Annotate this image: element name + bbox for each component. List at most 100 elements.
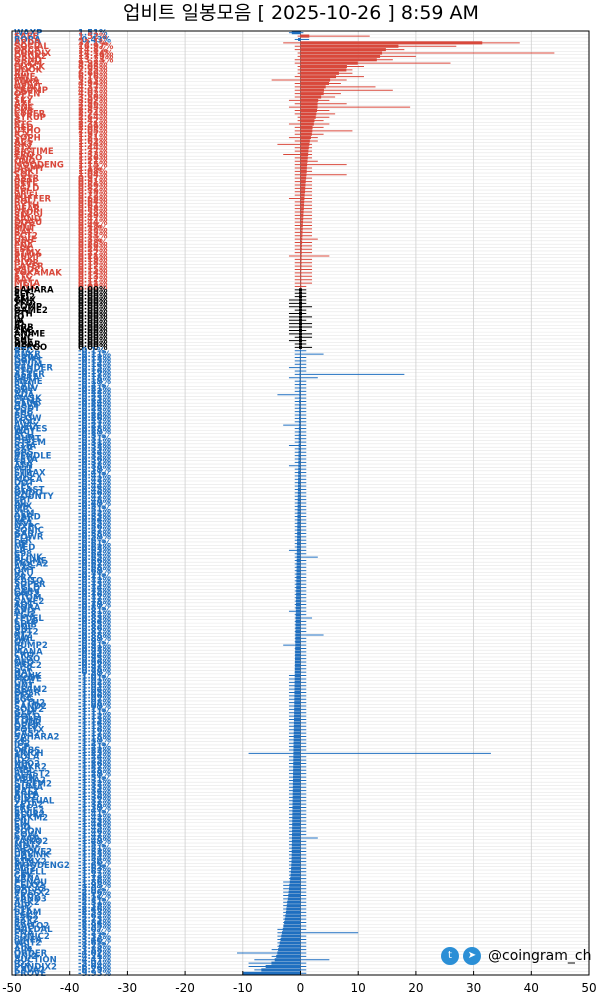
bar xyxy=(292,822,301,826)
bar xyxy=(300,271,302,275)
change-label: -1.25% xyxy=(78,756,111,766)
change-label: -0.71% xyxy=(78,573,111,583)
bar xyxy=(288,893,301,898)
change-label: 2.31% xyxy=(78,120,108,130)
change-label: 0.4% xyxy=(78,221,102,231)
x-tick-label: 0 xyxy=(297,981,305,995)
coin-label: SAGA xyxy=(14,834,41,844)
change-label: -1.38% xyxy=(78,800,111,810)
coin-label: XLM xyxy=(14,509,34,519)
change-label: 5.13% xyxy=(78,76,108,86)
coin-label: YGG xyxy=(13,610,34,620)
change-label: -0.73% xyxy=(78,580,111,590)
change-label: -0.89% xyxy=(78,634,111,644)
bar xyxy=(300,98,319,102)
coin-label: PROVE xyxy=(14,969,46,979)
bar xyxy=(292,809,301,813)
bar xyxy=(300,34,310,38)
coin-label: AIOZ xyxy=(14,793,37,803)
change-label: 2.42% xyxy=(78,116,108,126)
coin-label: FIL xyxy=(14,817,29,827)
coin-label: G xyxy=(14,116,21,126)
change-label: -0.14% xyxy=(78,360,111,370)
coin-label: ORBS xyxy=(14,746,40,756)
change-label: 13.23% xyxy=(78,56,114,66)
bar xyxy=(290,877,301,881)
coin-label: AUCT xyxy=(14,79,39,89)
bar xyxy=(294,711,301,715)
change-label: -3.33% xyxy=(78,932,111,942)
x-tick-label: 10 xyxy=(351,981,366,995)
change-label: -1.36% xyxy=(78,793,111,803)
bar xyxy=(300,68,347,72)
bar xyxy=(300,227,303,231)
bar xyxy=(300,196,305,201)
bar xyxy=(300,92,324,96)
coin-label: HIVE xyxy=(14,235,37,245)
coin-label: SONIC2 xyxy=(14,932,50,942)
coin-label: DRIFT xyxy=(14,357,43,367)
change-label: -2.53% xyxy=(78,908,111,918)
change-label: -3.88% xyxy=(78,945,111,955)
change-label: -0.2% xyxy=(78,380,106,390)
bar xyxy=(291,860,301,864)
bar xyxy=(297,501,301,505)
bar xyxy=(300,186,306,190)
bar xyxy=(295,599,301,603)
bar xyxy=(298,460,301,464)
change-label: -1.28% xyxy=(78,766,111,776)
change-label: -4.21% xyxy=(78,952,111,962)
change-label: 2.05% xyxy=(78,127,108,137)
x-tick-label: -40 xyxy=(60,981,80,995)
x-tick-label: -30 xyxy=(118,981,138,995)
change-label: -0.55% xyxy=(78,519,111,529)
bar xyxy=(285,910,301,914)
change-label: -1.23% xyxy=(78,749,111,759)
bar xyxy=(292,789,301,793)
change-label: -1.18% xyxy=(78,732,111,742)
coin-label: ANIME xyxy=(14,330,45,340)
bar xyxy=(289,883,301,887)
coin-label: XPL xyxy=(14,942,33,952)
change-label: 0.21% xyxy=(78,252,108,262)
change-label: -1.63% xyxy=(78,864,111,874)
coin-label: AIM xyxy=(14,945,32,955)
bar xyxy=(297,511,301,515)
coin-label: SOLV xyxy=(14,384,39,394)
bar xyxy=(284,917,301,921)
change-label: -0.72% xyxy=(78,577,111,587)
change-label: -0.88% xyxy=(78,631,111,641)
change-label: -0.5% xyxy=(78,502,106,512)
coin-label: MNT xyxy=(14,225,36,235)
coin-label: BAT2 xyxy=(14,786,38,796)
change-label: 2.95% xyxy=(78,103,108,113)
coin-label: CHZ xyxy=(14,854,34,864)
bar xyxy=(294,690,301,694)
coin-label: BTT xyxy=(14,181,32,191)
bar xyxy=(292,829,301,833)
coin-label: UNI xyxy=(14,624,31,634)
change-label: -1.86% xyxy=(78,878,111,888)
change-label: -0.27% xyxy=(78,421,111,431)
change-label: -1.29% xyxy=(78,769,111,779)
bar xyxy=(294,694,301,698)
bar xyxy=(299,372,301,376)
bar xyxy=(295,646,301,651)
change-label: -0.67% xyxy=(78,560,111,570)
coin-label: ZIL xyxy=(14,499,29,509)
bar xyxy=(298,440,301,444)
coin-label: AAVE xyxy=(14,401,39,411)
change-label: -1.47% xyxy=(78,830,111,840)
coin-label: STRAX xyxy=(14,468,46,478)
change-label: -0.98% xyxy=(78,665,111,675)
bar xyxy=(288,890,301,894)
coin-label: AKT xyxy=(14,140,33,150)
bar xyxy=(293,755,301,759)
bar xyxy=(300,207,304,211)
coin-label: GMX xyxy=(14,296,36,306)
bar xyxy=(291,853,301,857)
change-label: -0.22% xyxy=(78,391,111,401)
coin-label: SAHARA2 xyxy=(14,732,60,742)
bar xyxy=(299,389,301,393)
change-label: -1.78% xyxy=(78,874,111,884)
